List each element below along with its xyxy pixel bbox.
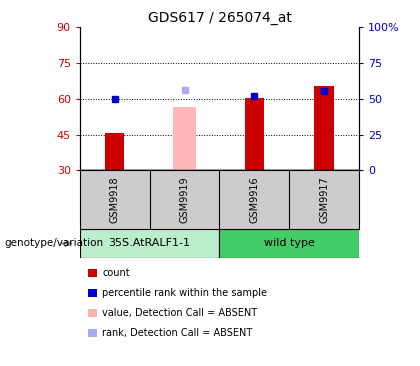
Bar (315, 86, 334, 170)
Text: 35S.AtRALF1-1: 35S.AtRALF1-1 (109, 238, 191, 249)
Text: percentile rank within the sample: percentile rank within the sample (102, 288, 268, 298)
Bar (80, 229, 220, 258)
Bar (173, 107, 196, 170)
Text: rank, Detection Call = ABSENT: rank, Detection Call = ABSENT (102, 328, 253, 338)
Text: GSM9918: GSM9918 (110, 176, 120, 223)
Bar (220, 229, 359, 258)
Bar (105, 133, 124, 170)
Title: GDS617 / 265074_at: GDS617 / 265074_at (147, 11, 291, 25)
Text: GSM9919: GSM9919 (179, 176, 189, 223)
Text: value, Detection Call = ABSENT: value, Detection Call = ABSENT (102, 308, 257, 318)
Text: GSM9917: GSM9917 (319, 176, 329, 223)
Text: GSM9916: GSM9916 (249, 176, 260, 223)
Text: genotype/variation: genotype/variation (4, 238, 103, 249)
Text: count: count (102, 268, 130, 278)
Text: wild type: wild type (264, 238, 315, 249)
Bar (244, 98, 264, 170)
